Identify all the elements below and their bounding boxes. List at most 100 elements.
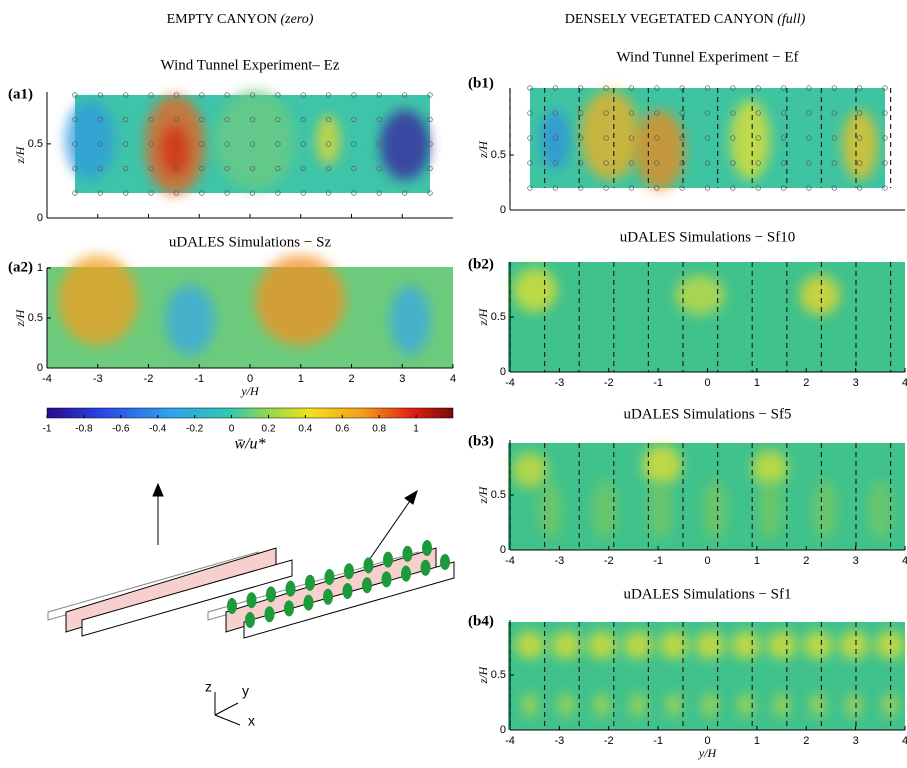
measurement-point bbox=[603, 85, 609, 91]
x-tick-label: 1 bbox=[298, 373, 304, 385]
measurement-point bbox=[552, 185, 559, 191]
x-tick-label: 4 bbox=[902, 735, 907, 747]
axis-letter: z bbox=[205, 679, 212, 695]
x-tick-label: 4 bbox=[902, 377, 907, 389]
measurement-point bbox=[856, 110, 863, 116]
measurement-point bbox=[552, 110, 559, 116]
heatmap-patch bbox=[767, 631, 797, 659]
tree bbox=[402, 545, 413, 562]
measurement-point bbox=[148, 190, 154, 196]
measurement-point bbox=[351, 92, 357, 98]
measurement-point bbox=[376, 141, 382, 147]
tree bbox=[305, 574, 315, 591]
measurement-point bbox=[730, 185, 736, 191]
measurement-point bbox=[780, 185, 787, 191]
heatmap-patch bbox=[758, 480, 782, 540]
colorbar-tick-label: 0 bbox=[229, 424, 235, 435]
measurement-point bbox=[527, 85, 533, 91]
y-tick-label: 0 bbox=[500, 724, 506, 736]
measurement-point bbox=[578, 135, 584, 141]
y-tick-label: 0 bbox=[500, 366, 506, 378]
tree bbox=[303, 594, 314, 611]
measurement-point bbox=[679, 85, 685, 91]
measurement-point bbox=[249, 141, 256, 147]
x-tick-label: 2 bbox=[803, 377, 809, 389]
y-tick-label: 0 bbox=[500, 544, 506, 556]
x-tick-label: 0 bbox=[704, 377, 710, 389]
measurement-point bbox=[856, 135, 863, 141]
tree bbox=[440, 554, 450, 570]
heatmap-patch bbox=[390, 285, 430, 355]
x-tick-label: 0 bbox=[704, 555, 710, 567]
x-tick-label: -4 bbox=[505, 735, 515, 747]
measurement-point bbox=[148, 92, 154, 98]
measurement-point bbox=[275, 190, 281, 196]
measurement-point bbox=[401, 190, 408, 196]
heatmap-patch bbox=[380, 110, 430, 180]
measurement-point bbox=[755, 135, 761, 141]
x-axis-label: y/H bbox=[698, 746, 718, 760]
colorbar-tick-label: 0.4 bbox=[298, 424, 312, 435]
measurement-point bbox=[300, 92, 306, 98]
measurement-point bbox=[730, 110, 736, 116]
tree bbox=[324, 569, 335, 585]
measurement-point bbox=[831, 135, 837, 141]
measurement-point bbox=[275, 165, 281, 172]
colorbar-tick-label: 1 bbox=[413, 424, 419, 435]
measurement-point bbox=[173, 190, 180, 196]
measurement-point bbox=[224, 165, 230, 172]
panel-title: Wind Tunnel Experiment– Ez bbox=[161, 57, 340, 73]
heatmap-patch bbox=[731, 631, 761, 659]
measurement-point bbox=[97, 190, 104, 196]
measurement-point bbox=[679, 185, 685, 191]
y-tick-label: 0.5 bbox=[491, 311, 506, 323]
tree bbox=[342, 583, 353, 599]
measurement-point bbox=[325, 92, 332, 98]
measurement-point bbox=[224, 116, 230, 123]
x-tick-label: -4 bbox=[505, 555, 515, 567]
measurement-point bbox=[679, 110, 685, 116]
panel-title: uDALES Simulations − Sf10 bbox=[620, 229, 796, 245]
heatmap-patch bbox=[666, 693, 682, 717]
measurement-point bbox=[831, 160, 837, 166]
measurement-point bbox=[173, 165, 180, 172]
x-tick-label: -3 bbox=[554, 555, 564, 567]
measurement-point bbox=[427, 92, 433, 98]
heatmap-patch bbox=[675, 275, 725, 315]
tree bbox=[285, 580, 296, 597]
measurement-point bbox=[275, 116, 281, 123]
x-tick-label: -2 bbox=[604, 735, 614, 747]
colorbar-tick-label: -0.6 bbox=[112, 424, 130, 435]
y-tick-label: 0.5 bbox=[491, 149, 506, 161]
y-tick-label: 0 bbox=[37, 362, 43, 374]
tree bbox=[401, 565, 411, 582]
measurement-point bbox=[351, 190, 357, 196]
y-axis-label: z/H bbox=[476, 307, 490, 326]
measurement-point bbox=[654, 135, 660, 141]
measurement-point bbox=[654, 160, 660, 166]
heatmap-patch bbox=[813, 480, 837, 540]
measurement-point bbox=[376, 116, 382, 123]
heatmap-patch bbox=[515, 631, 545, 659]
heatmap-patch bbox=[165, 285, 215, 355]
colorbar-tick-label: -0.2 bbox=[186, 424, 204, 435]
measurement-point bbox=[552, 85, 559, 91]
header-right: DENSELY VEGETATED CANYON (full) bbox=[565, 12, 806, 27]
tree bbox=[227, 598, 237, 614]
heatmap-patch bbox=[738, 693, 754, 717]
x-tick-label: 3 bbox=[399, 373, 405, 385]
measurement-point bbox=[325, 165, 332, 172]
measurement-point bbox=[401, 141, 408, 147]
measurement-point bbox=[856, 160, 863, 166]
heatmap-patch bbox=[846, 693, 862, 717]
measurement-point bbox=[654, 110, 660, 116]
x-tick-label: 0 bbox=[247, 373, 253, 385]
panel-label: (b3) bbox=[468, 433, 494, 449]
heatmap-patch bbox=[316, 115, 340, 165]
y-axis-label: z/H bbox=[476, 140, 490, 159]
measurement-point bbox=[628, 185, 635, 191]
measurement-point bbox=[224, 141, 230, 147]
header-text: DENSELY VEGETATED CANYON bbox=[565, 12, 774, 27]
measurement-point bbox=[427, 116, 433, 123]
x-tick-label: -4 bbox=[42, 373, 52, 385]
